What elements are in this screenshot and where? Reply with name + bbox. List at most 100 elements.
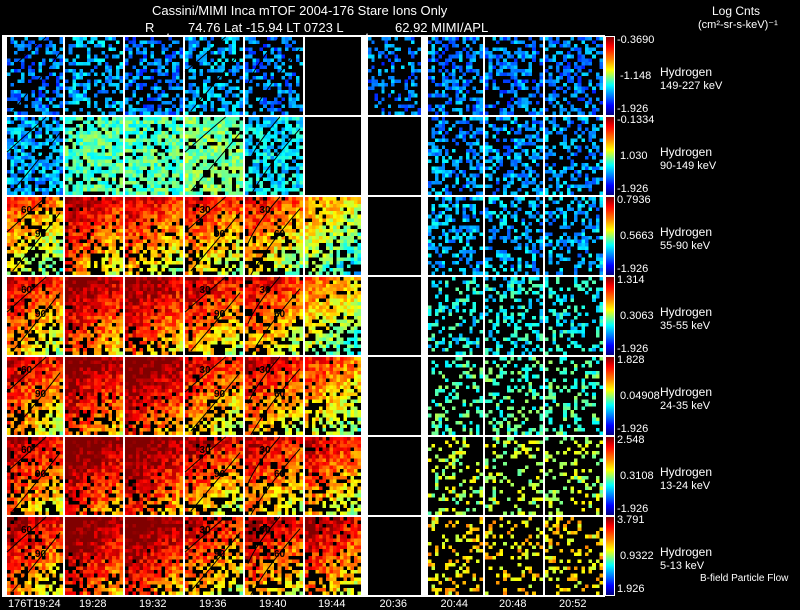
energy-range-label: 149-227 keV [660, 80, 723, 92]
colorbar-mid-tick: 0.3108 [620, 470, 654, 482]
species-label: Hydrogen [660, 225, 713, 239]
field-line-label: 60 [274, 308, 286, 320]
time-tick-label: 20:52 [559, 598, 587, 610]
colorbar-max-tick: -0.1334 [617, 114, 655, 126]
image-panel-19:44-55-90 keV [305, 197, 361, 275]
field-line-label: 30 [259, 445, 271, 457]
colorbar-mid-tick: 0.5663 [620, 230, 654, 242]
image-panel-20:44-149-227 keV [428, 37, 483, 115]
image-panel-20:48-13-24 keV [485, 437, 543, 515]
l-value-readout: 62.92 MIMI/APL [395, 20, 489, 35]
energy-range-label: 35-55 keV [660, 320, 711, 332]
colorbar-mid-tick: 0.9322 [620, 550, 654, 562]
image-panel-20:36-35-55 keV [368, 277, 421, 355]
image-panel-20:44-90-149 keV [428, 117, 483, 195]
time-tick-label: 19:44 [318, 598, 346, 610]
field-line-label: 30 [259, 525, 271, 537]
divider-bar [422, 35, 427, 597]
image-panel-20:36-13-24 keV [368, 437, 421, 515]
footer-note: B-field Particle Flow [700, 573, 789, 584]
colorbar-min-tick: -1.926 [617, 263, 649, 275]
image-panel-19:28-5-13 keV [65, 517, 123, 595]
colorbar-mid-tick: 0.3063 [620, 310, 654, 322]
image-panel-20:44-55-90 keV [428, 197, 483, 275]
image-panel-19:44-149-227 keV [305, 37, 361, 115]
colorbar-max-tick: 1.314 [617, 274, 645, 286]
energy-range-label: 5-13 keV [660, 560, 705, 572]
field-line-label: 60 [21, 525, 33, 537]
image-panel-20:44-24-35 keV [428, 357, 483, 435]
field-line-label: 60 [21, 365, 33, 377]
image-panel-176T19:24-90-149 keV [7, 117, 63, 195]
image-panel-20:36-149-227 keV [368, 37, 421, 115]
image-panel-19:32-24-35 keV [125, 357, 183, 435]
time-tick-label: 19:28 [79, 598, 107, 610]
field-line-label: 30 [259, 365, 271, 377]
image-panel-20:52-149-227 keV [545, 37, 603, 115]
field-line-label: 90 [35, 228, 47, 240]
field-line-label: 60 [21, 445, 33, 457]
image-panel-19:32-35-55 keV [125, 277, 183, 355]
colorbar [605, 436, 615, 516]
time-tick-label: 19:32 [139, 598, 167, 610]
image-panel-19:32-90-149 keV [125, 117, 183, 195]
image-panel-19:44-13-24 keV [305, 437, 361, 515]
colorbar [605, 276, 615, 356]
image-panel-20:44-13-24 keV [428, 437, 483, 515]
image-panel-20:52-24-35 keV [545, 357, 603, 435]
colorbar [605, 116, 615, 196]
field-line-label: 90 [214, 308, 226, 320]
image-panel-19:28-55-90 keV [65, 197, 123, 275]
field-line-label: 60 [21, 205, 33, 217]
divider-bar [2, 35, 6, 597]
image-panel-20:48-24-35 keV [485, 357, 543, 435]
species-label: Hydrogen [660, 545, 713, 559]
field-line-label: 60 [274, 388, 286, 400]
position-readout: 74.76 Lat -15.94 LT 0723 L [188, 20, 344, 35]
field-line-label: 90 [35, 468, 47, 480]
divider-bar [362, 35, 367, 597]
image-panel-19:32-13-24 keV [125, 437, 183, 515]
field-line-label: 30 [199, 365, 211, 377]
image-panel-20:52-35-55 keV [545, 277, 603, 355]
image-panel-176T19:24-149-227 keV [7, 37, 63, 115]
time-tick-label: 20:44 [440, 598, 469, 610]
field-line-label: 90 [214, 468, 226, 480]
image-panel-19:28-35-55 keV [65, 277, 123, 355]
field-line-label: 90 [35, 548, 47, 560]
colorbar-max-tick: 3.791 [617, 514, 645, 526]
image-panel-19:36-149-227 keV [185, 37, 243, 115]
image-panel-19:28-149-227 keV [65, 37, 123, 115]
colorbar-max-tick: -0.3690 [617, 34, 655, 46]
image-panel-20:36-55-90 keV [368, 197, 421, 275]
image-panel-20:52-5-13 keV [545, 517, 603, 595]
image-panel-19:32-55-90 keV [125, 197, 183, 275]
image-panel-20:36-90-149 keV [368, 117, 421, 195]
image-panel-19:32-5-13 keV [125, 517, 183, 595]
field-line-label: 90 [214, 548, 226, 560]
image-panel-20:44-5-13 keV [428, 517, 483, 595]
colorbar-min-tick: -1.926 [617, 183, 649, 195]
time-tick-label: 176T19:24 [8, 598, 61, 610]
field-line-label: 30 [199, 525, 211, 537]
field-line-label: 60 [274, 228, 286, 240]
field-line-label: 90 [214, 388, 226, 400]
species-label: Hydrogen [660, 305, 713, 319]
image-panel-19:44-35-55 keV [305, 277, 361, 355]
image-panel-20:48-149-227 keV [485, 37, 543, 115]
image-panel-20:44-35-55 keV [428, 277, 483, 355]
colorbar-max-tick: 0.7936 [617, 194, 651, 206]
image-panel-19:28-13-24 keV [65, 437, 123, 515]
image-panel-20:52-13-24 keV [545, 437, 603, 515]
energy-range-label: 55-90 keV [660, 240, 711, 252]
colorbar-mid-tick: 1.030 [620, 150, 648, 162]
field-line-label: 90 [214, 228, 226, 240]
colorbar-max-tick: 2.548 [617, 434, 645, 446]
colorbar [605, 356, 615, 436]
species-label: Hydrogen [660, 385, 713, 399]
colorbar-min-tick: -1.926 [617, 343, 649, 355]
energy-range-label: 24-35 keV [660, 400, 711, 412]
field-line-label: 60 [274, 548, 286, 560]
energy-range-label: 90-149 keV [660, 160, 717, 172]
time-tick-label: 19:40 [259, 598, 287, 610]
